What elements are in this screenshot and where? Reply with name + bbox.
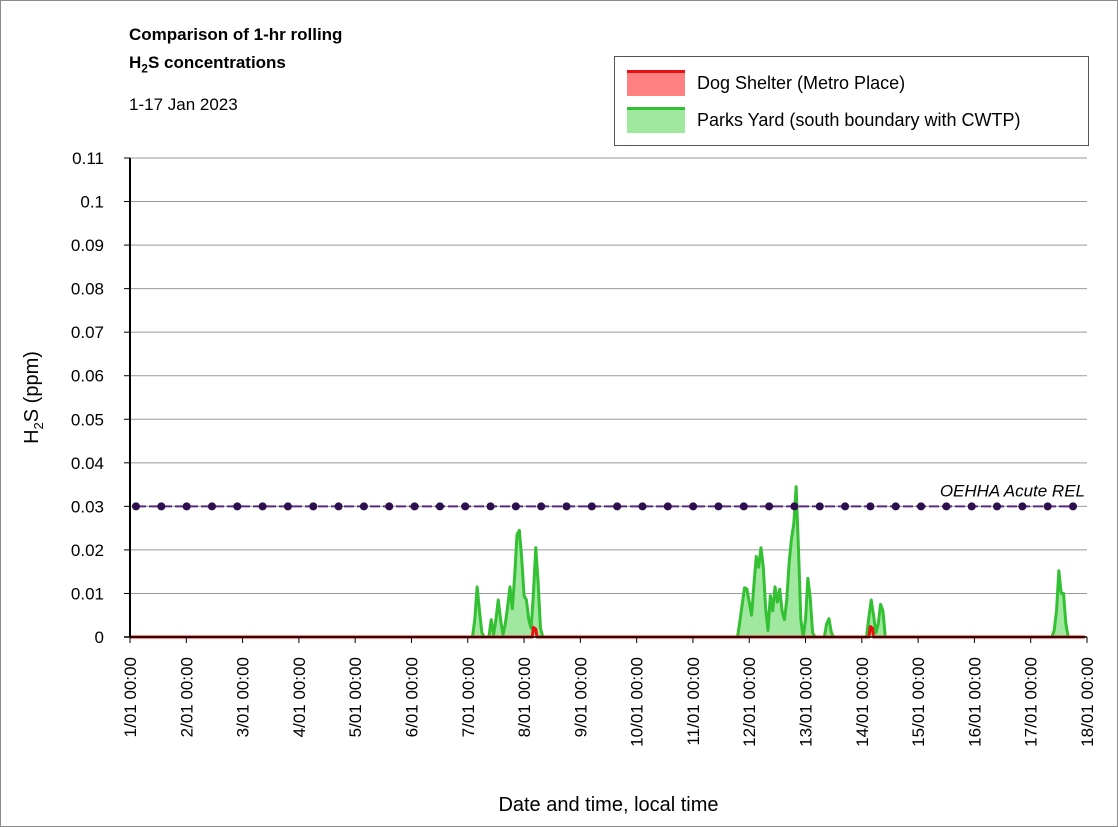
legend-swatch-dog-shelter [627,70,685,96]
reference-line-marker [461,502,470,511]
reference-line-marker [182,502,191,511]
reference-line-marker [689,502,698,511]
reference-line-marker [866,502,875,511]
y-tick-label: 0.03 [71,497,104,516]
x-tick-label: 7/01 00:00 [459,657,478,737]
y-tick-label: 0.05 [71,410,104,429]
series-line-dog-shelter-top [130,625,1085,639]
legend-item-parks-yard: Parks Yard (south boundary with CWTP) [627,105,1020,135]
reference-line-marker [562,502,571,511]
x-tick-label: 16/01 00:00 [965,657,984,747]
reference-line-marker [942,502,951,511]
reference-line-marker [410,502,419,511]
y-tick-label: 0.09 [71,236,104,255]
x-tick-label: 1/01 00:00 [121,657,140,737]
reference-line-marker [1069,502,1077,511]
y-tick-label: 0.07 [71,323,104,342]
y-tick-label: 0.04 [71,454,104,473]
x-tick-label: 2/01 00:00 [177,657,196,737]
reference-line-marker [917,502,926,511]
reference-line-marker [765,502,774,511]
legend-label-dog-shelter: Dog Shelter (Metro Place) [697,72,906,93]
reference-line-marker [841,502,850,511]
reference-line-marker [891,502,900,511]
reference-line-marker [207,502,216,511]
reference-line-marker [1043,502,1052,511]
x-tick-label: 12/01 00:00 [740,657,759,747]
reference-line-marker [537,502,546,511]
reference-line-marker [587,502,596,511]
legend-swatch-parks-yard [627,107,685,133]
x-tick-label: 13/01 00:00 [797,657,816,747]
x-tick-label: 9/01 00:00 [571,657,590,737]
reference-line-marker [435,502,444,511]
series-area-0 [130,626,1085,637]
chart-subtitle: 1-17 Jan 2023 [129,95,238,114]
reference-line-marker [359,502,368,511]
x-tick-label: 11/01 00:00 [684,657,703,746]
y-tick-label: 0.08 [71,280,104,299]
series-line-0 [130,625,1085,639]
reference-line-marker [1018,502,1027,511]
x-tick-label: 6/01 00:00 [402,657,421,737]
legend-item-dog-shelter: Dog Shelter (Metro Place) [627,68,905,98]
legend-label-parks-yard: Parks Yard (south boundary with CWTP) [697,109,1021,130]
reference-line-marker [613,502,622,511]
legend: Dog Shelter (Metro Place) Parks Yard (so… [614,56,1089,146]
x-tick-label: 17/01 00:00 [1022,657,1041,747]
series-line-1 [130,485,1085,639]
reference-line-marker [283,502,292,511]
reference-line-marker [309,502,318,511]
x-axis-title: Date and time, local time [498,794,718,816]
reference-line-marker [993,502,1002,511]
x-tick-label: 15/01 00:00 [909,657,928,747]
x-tick-label: 18/01 00:00 [1078,657,1097,747]
x-tick-label: 8/01 00:00 [515,657,534,737]
reference-line-marker [258,502,267,511]
reference-line-marker [967,502,976,511]
reference-line-marker [790,502,799,511]
reference-line-marker [157,502,166,511]
series-area-1 [130,486,1085,637]
y-tick-label: 0.01 [71,584,104,603]
x-tick-label: 10/01 00:00 [628,657,647,747]
reference-line-marker [486,502,495,511]
y-tick-label: 0.02 [71,541,104,560]
reference-line-marker [739,502,748,511]
y-tick-label: 0.11 [72,149,104,168]
chart-title-line2: H2S concentrations [129,53,286,76]
reference-line-marker [233,502,242,511]
y-tick-label: 0.1 [80,193,104,212]
reference-line-marker [815,502,824,511]
y-tick-label: 0 [95,628,104,647]
reference-line-label: OEHHA Acute REL [940,481,1085,500]
reference-line-marker [511,502,520,511]
x-tick-label: 14/01 00:00 [853,657,872,747]
reference-line-marker [385,502,394,511]
reference-line-marker [334,502,343,511]
y-axis-title: H2S (ppm) [21,351,46,444]
y-tick-label: 0.06 [71,367,104,386]
x-tick-label: 5/01 00:00 [346,657,365,737]
reference-line-marker [714,502,723,511]
reference-line-marker [132,502,140,511]
chart-title-line1: Comparison of 1-hr rolling [129,25,343,44]
reference-line-marker [638,502,647,511]
reference-line-marker [663,502,672,511]
x-tick-label: 3/01 00:00 [234,657,253,737]
x-tick-label: 4/01 00:00 [290,657,309,737]
